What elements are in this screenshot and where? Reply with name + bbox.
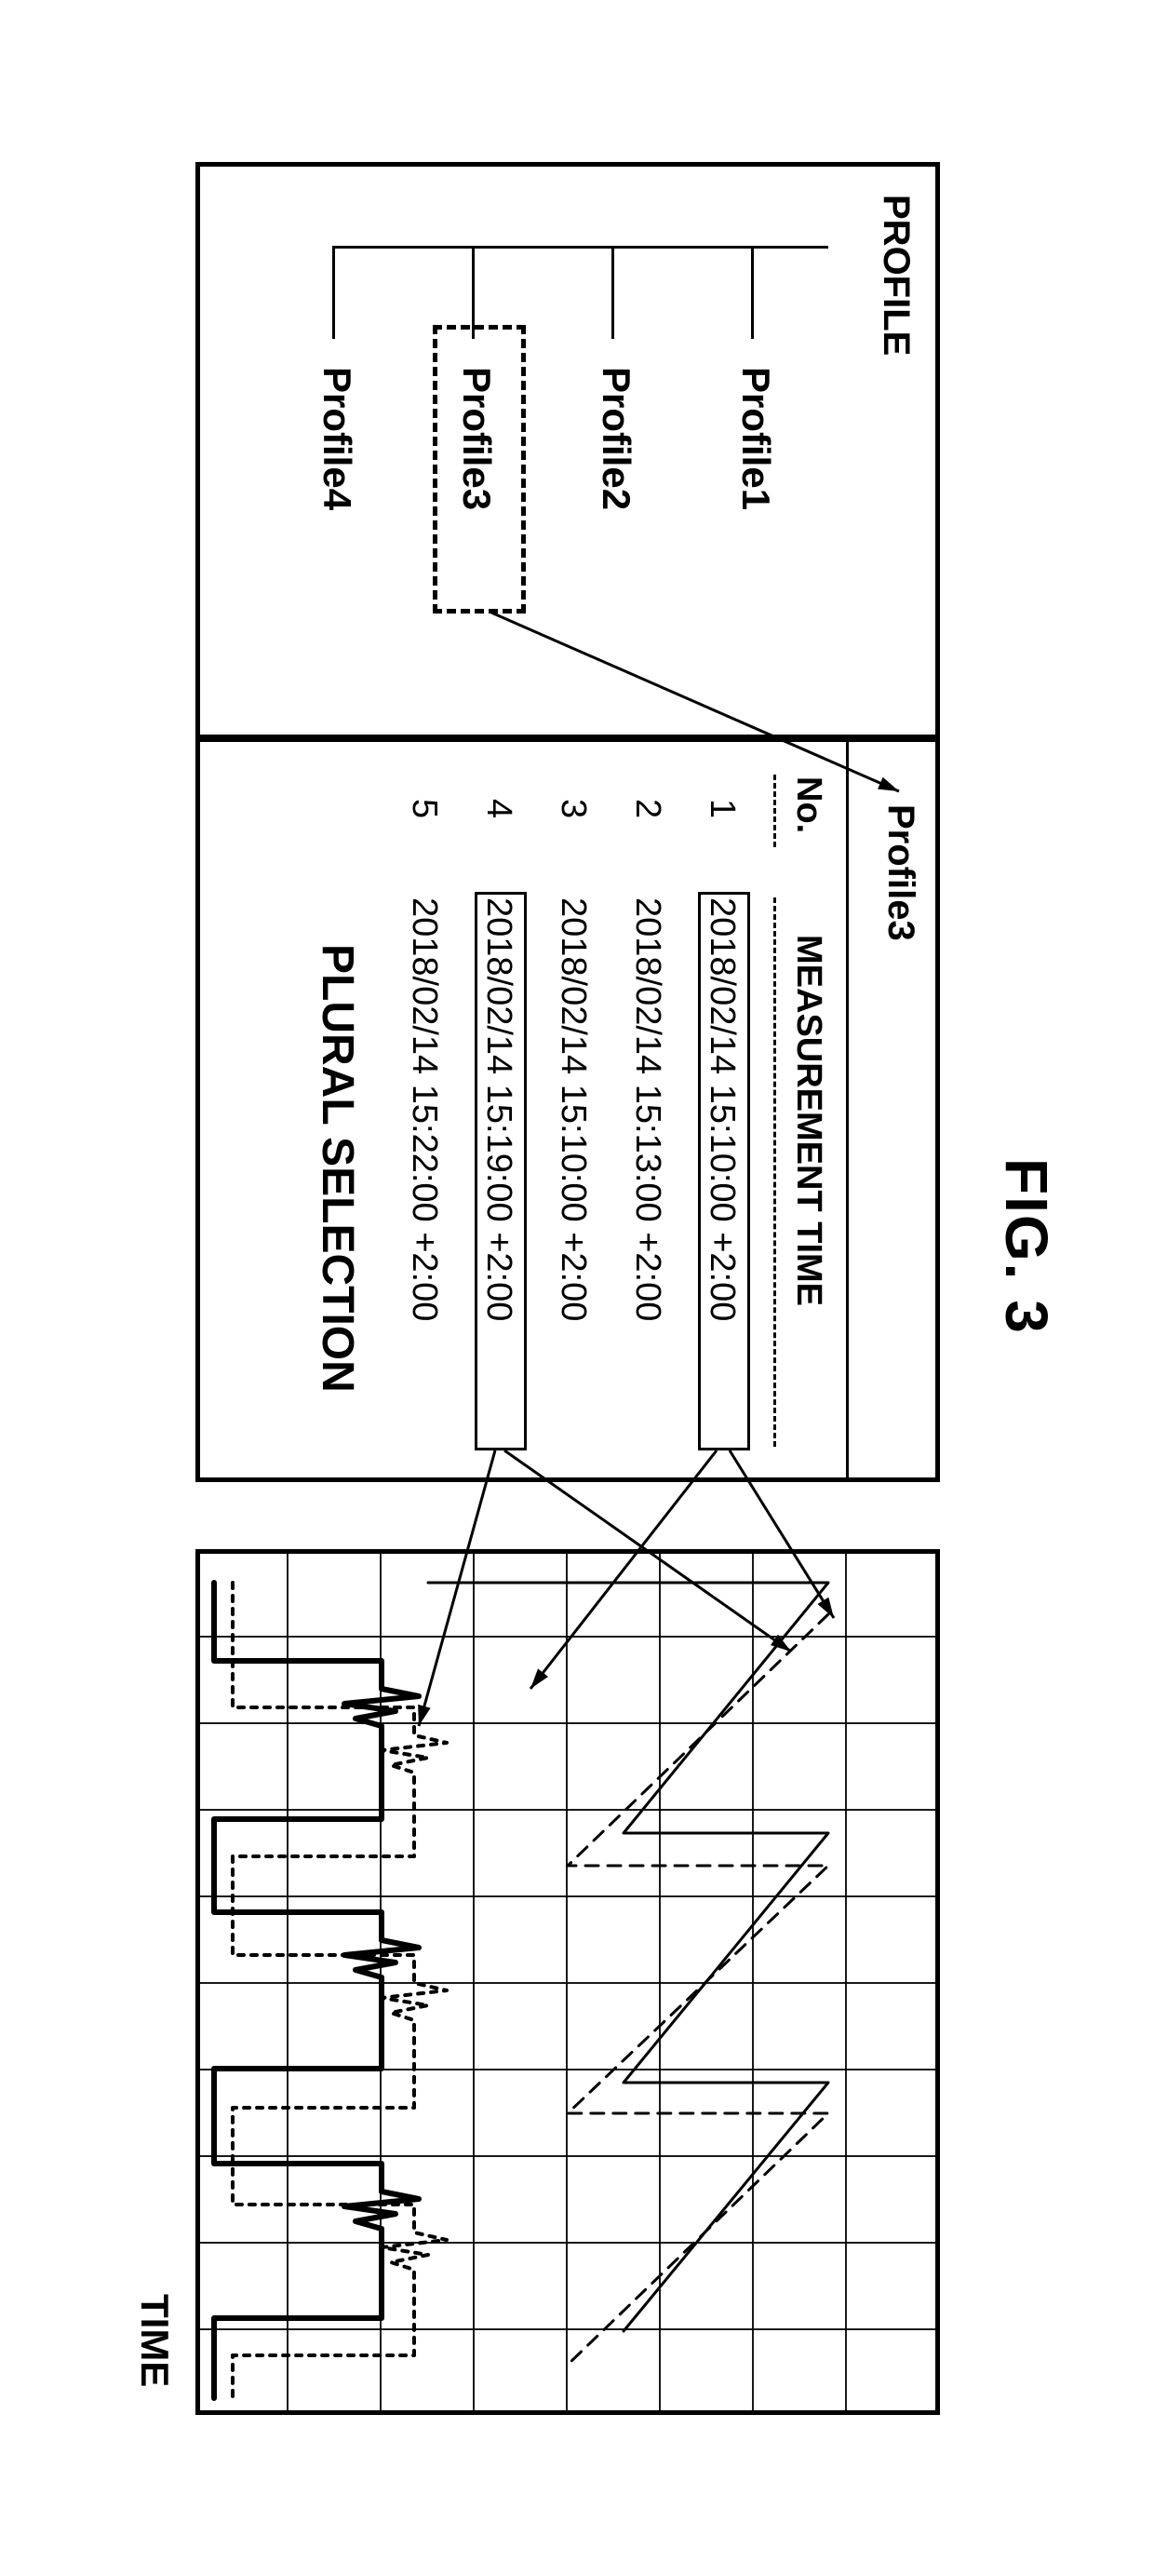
- chart-gridline-h: [659, 1549, 661, 2415]
- col-no-header: No.: [788, 776, 828, 833]
- tree-branch: [332, 246, 335, 339]
- page: FIG. 3 PROFILE Profile1 Profile2 Profile3 P…: [0, 0, 1154, 2576]
- chart-gridline-h: [566, 1549, 568, 2415]
- chart-gridline-v: [195, 2242, 940, 2244]
- row-no[interactable]: 3: [553, 799, 593, 818]
- profile-item[interactable]: Profile2: [594, 367, 638, 510]
- header-underline: [773, 897, 776, 1447]
- row-time[interactable]: 2018/02/14 15:13:00 +2:00: [627, 897, 667, 1321]
- row-no[interactable]: 5: [404, 799, 444, 818]
- chart-gridline-h: [287, 1549, 288, 2415]
- header-divider: [846, 742, 849, 1477]
- chart-gridline-v: [195, 2328, 940, 2330]
- chart-gridline-v: [195, 1809, 940, 1811]
- row-no[interactable]: 2: [627, 799, 667, 818]
- tree-branch: [611, 246, 614, 339]
- row-selection-box: [698, 892, 750, 1450]
- chart-gridline-h: [473, 1549, 475, 2415]
- rotation-wrapper: FIG. 3 PROFILE Profile1 Profile2 Profile3 P…: [84, 125, 1070, 2452]
- row-selection-box: [475, 892, 527, 1450]
- plural-selection-label: PLURAL SELECTION: [312, 944, 363, 1393]
- chart-axis-time-label: TIME: [132, 2294, 177, 2387]
- chart-gridline-v: [195, 2155, 940, 2157]
- chart-gridline-v: [195, 1982, 940, 1984]
- chart-gridline-v: [195, 1636, 940, 1638]
- chart-gridline-v: [195, 2069, 940, 2070]
- tree-branch: [751, 246, 754, 339]
- chart-gridline-v: [195, 1895, 940, 1897]
- chart-gridline-v: [195, 1722, 940, 1724]
- row-no[interactable]: 1: [702, 799, 742, 818]
- profile-selected-box: [433, 325, 526, 614]
- chart-gridline-h: [380, 1549, 382, 2415]
- header-underline: [773, 775, 776, 847]
- profile-item[interactable]: Profile1: [733, 367, 778, 510]
- measurement-panel-title: Profile3: [879, 804, 921, 941]
- chart-gridline-h: [752, 1549, 754, 2415]
- row-time[interactable]: 2018/02/14 15:22:00 +2:00: [404, 897, 444, 1321]
- tree-trunk: [335, 246, 828, 249]
- row-no[interactable]: 4: [478, 799, 518, 818]
- row-time[interactable]: 2018/02/14 15:10:00 +2:00: [553, 897, 593, 1321]
- col-time-header: MEASUREMENT TIME: [788, 935, 828, 1306]
- chart-gridline-h: [845, 1549, 847, 2415]
- stage: FIG. 3 PROFILE Profile1 Profile2 Profile3 P…: [84, 125, 1070, 2452]
- figure-title: FIG. 3: [992, 1158, 1061, 1335]
- profile-panel-title: PROFILE: [875, 195, 917, 356]
- profile-item[interactable]: Profile4: [315, 367, 359, 510]
